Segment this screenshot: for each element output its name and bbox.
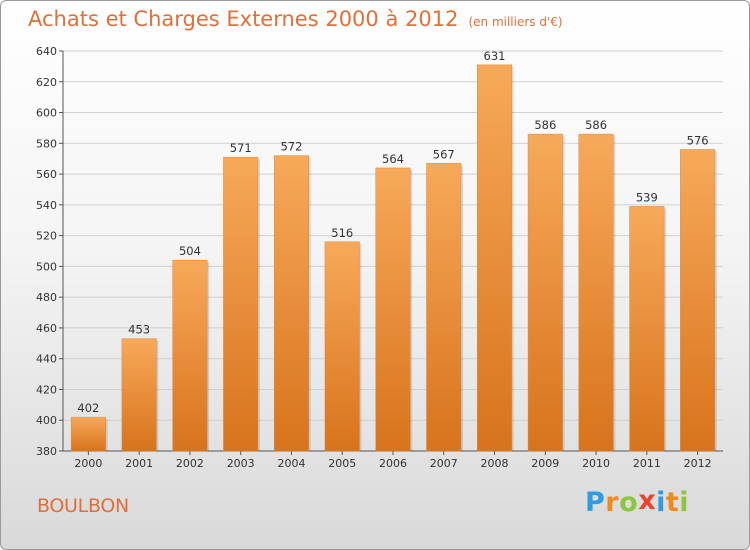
logo-letter: r (605, 487, 620, 518)
bar (578, 133, 614, 452)
x-tick-label: 2012 (684, 457, 712, 470)
y-tick-label: 540 (36, 199, 57, 212)
data-label: 586 (585, 118, 607, 132)
x-tick-label: 2010 (582, 457, 610, 470)
data-label: 631 (484, 49, 506, 63)
x-tick-label: 2008 (481, 457, 509, 470)
y-tick-label: 520 (36, 230, 57, 243)
y-tick-label: 500 (36, 260, 57, 273)
bar (477, 64, 513, 452)
labels: 402 2000 453 2001 504 2002 571 2003 572 2004 516 20… (74, 49, 711, 470)
x-tick-label: 2007 (430, 457, 458, 470)
y-tick-label: 620 (36, 76, 57, 89)
logo-letter: t (665, 487, 680, 518)
logo-letter: x (638, 485, 657, 516)
logo-letter: o (619, 487, 639, 518)
proxiti-logo[interactable]: Proxiti (585, 485, 690, 518)
chart-unit: (en milliers d'€) (468, 15, 563, 29)
y-tick-label: 440 (36, 353, 57, 366)
data-label: 576 (687, 133, 709, 147)
y-tick-label: 400 (36, 414, 57, 427)
x-tick-label: 2002 (176, 457, 204, 470)
bars (70, 64, 717, 452)
logo-letter: i (679, 487, 690, 518)
x-tick-label: 2001 (125, 457, 153, 470)
commune-name: BOULBON (37, 495, 129, 517)
bar (629, 206, 665, 452)
y-tick-label: 480 (36, 291, 57, 304)
data-label: 516 (331, 226, 353, 240)
bar (172, 259, 208, 452)
bar (273, 155, 309, 452)
y-tick-label: 420 (36, 383, 57, 396)
logo-letter: P (585, 487, 606, 518)
bar (375, 167, 411, 452)
data-label: 586 (534, 118, 556, 132)
x-tick-label: 2003 (227, 457, 255, 470)
bar (324, 241, 360, 452)
bar (70, 416, 106, 452)
x-tick-label: 2005 (328, 457, 356, 470)
bar (527, 133, 563, 452)
data-label: 571 (230, 141, 252, 155)
data-label: 572 (280, 140, 302, 154)
y-tick-label: 640 (36, 45, 57, 58)
logo-letter: i (656, 487, 666, 518)
data-label: 402 (77, 401, 99, 415)
y-tick-label: 380 (36, 445, 57, 458)
data-label: 539 (636, 190, 658, 204)
data-label: 453 (128, 323, 150, 337)
x-tick-label: 2000 (74, 457, 102, 470)
bar (121, 338, 157, 452)
data-label: 504 (179, 244, 201, 258)
y-tick-label: 460 (36, 322, 57, 335)
data-label: 567 (433, 147, 455, 161)
x-tick-label: 2009 (531, 457, 559, 470)
bar (223, 156, 259, 452)
bar (426, 163, 462, 452)
x-tick-label: 2004 (277, 457, 305, 470)
chart-title-text: Achats et Charges Externes 2000 à 2012 (28, 7, 459, 31)
y-tick-label: 580 (36, 137, 57, 150)
bar (680, 149, 716, 452)
y-tick-label: 560 (36, 168, 57, 181)
chart-title: Achats et Charges Externes 2000 à 2012 (e… (28, 7, 563, 31)
y-tick-label: 600 (36, 107, 57, 120)
data-label: 564 (382, 152, 404, 166)
x-tick-label: 2006 (379, 457, 407, 470)
x-tick-label: 2011 (633, 457, 661, 470)
